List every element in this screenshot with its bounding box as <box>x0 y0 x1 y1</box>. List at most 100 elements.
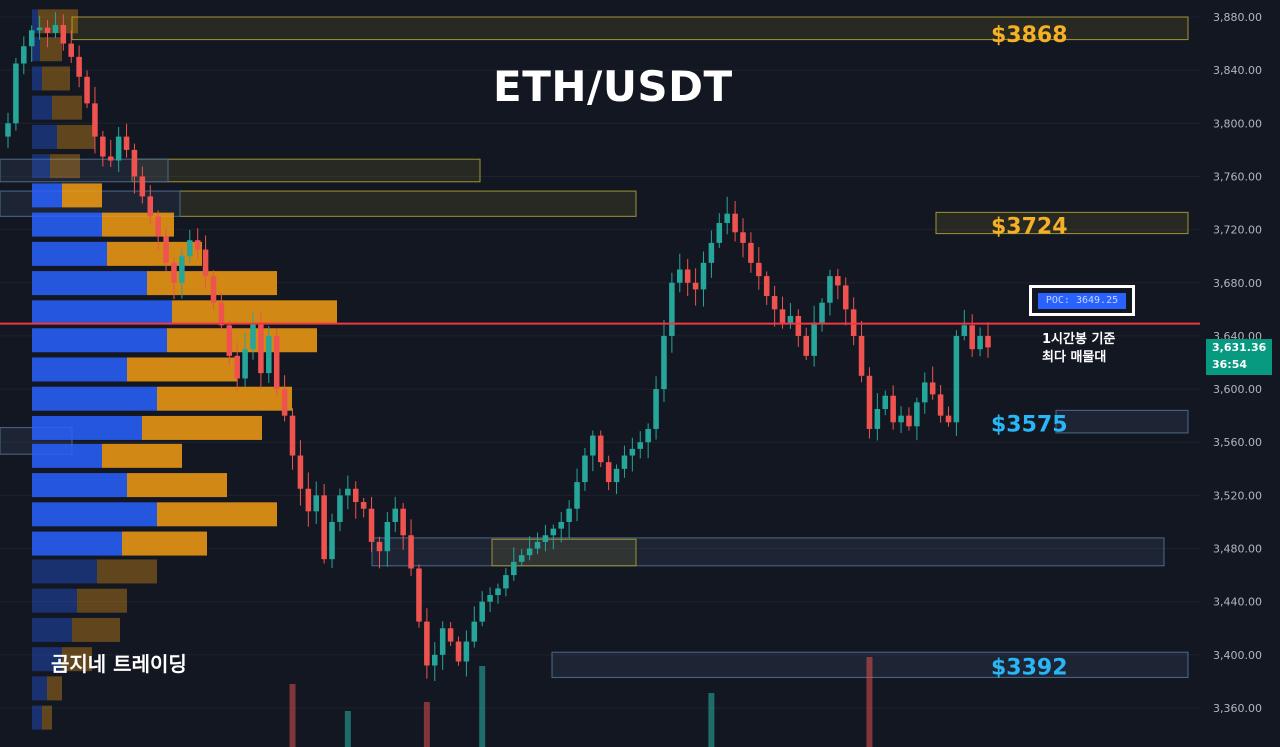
vp-up-bar <box>32 443 102 468</box>
vp-up-bar <box>32 386 157 411</box>
candle-down <box>360 502 367 509</box>
vp-down-bar <box>57 124 95 149</box>
candle-down <box>684 269 691 283</box>
candle-up <box>882 395 889 410</box>
candle-up <box>511 561 517 576</box>
candle-down <box>92 103 98 137</box>
candle-down <box>779 309 786 323</box>
candle-up <box>266 335 272 374</box>
candle-down <box>969 325 975 350</box>
vp-down-bar <box>47 676 62 701</box>
candle-down <box>408 535 414 569</box>
candle-up <box>534 541 541 549</box>
resistance-zone <box>935 211 1189 235</box>
candle-up <box>471 621 478 642</box>
candle-up <box>345 488 351 496</box>
candle-up <box>392 508 399 522</box>
candle-up <box>977 335 983 350</box>
axis-tick-label: 3,800.00 <box>1213 117 1262 130</box>
vp-up-bar <box>32 357 127 382</box>
candle-up <box>250 322 256 350</box>
axis-tick-label: 3,520.00 <box>1213 489 1262 502</box>
vp-down-bar <box>52 95 82 120</box>
vp-down-bar <box>40 37 62 62</box>
vp-up-bar <box>32 676 47 701</box>
vp-down-bar <box>77 588 127 613</box>
price-level-label: $3575 <box>991 412 1068 437</box>
candle-up <box>329 521 335 560</box>
candle-up <box>629 448 636 456</box>
candle-up <box>550 528 557 536</box>
vp-up-bar <box>32 705 42 730</box>
candle-down <box>84 76 90 104</box>
price-axis[interactable]: 3,880.00 3,840.00 3,800.00 3,760.00 3,720.00… <box>1213 11 1262 715</box>
candle-up <box>637 442 644 449</box>
candle-up <box>677 269 683 283</box>
poc-badge: POC: 3649.25 <box>1038 293 1126 309</box>
candle-up <box>28 30 35 47</box>
vp-up-bar <box>32 300 172 325</box>
candle-down <box>906 415 912 427</box>
candle-up <box>179 256 185 283</box>
candle-down <box>376 541 383 552</box>
support-zone <box>0 158 169 183</box>
candle-up <box>21 46 27 64</box>
current-price-tag: 3,631.36 36:54 <box>1206 339 1272 375</box>
candle-up <box>724 213 730 223</box>
volume-bar <box>423 702 430 747</box>
vp-up-bar <box>32 154 50 179</box>
level-labels: $3868 $3724 $3575 $3392 <box>991 23 1068 681</box>
candle-up <box>669 282 675 336</box>
vp-down-bar <box>62 183 102 208</box>
candle-down <box>147 196 154 217</box>
vp-down-bar <box>42 705 52 730</box>
candle-down <box>202 249 209 277</box>
candle-down <box>297 455 304 489</box>
vp-up-bar <box>32 617 72 642</box>
vp-up-bar <box>32 95 52 120</box>
axis-tick-label: 3,480.00 <box>1213 543 1262 556</box>
candle-down <box>692 282 699 290</box>
candle-down <box>771 296 778 310</box>
candle-up <box>590 435 596 456</box>
candle-down <box>60 24 67 44</box>
candle-up <box>384 521 391 552</box>
poc-note-line1: 1시간봉 기준 <box>1042 332 1116 347</box>
price-level-label: $3724 <box>991 214 1068 239</box>
vp-down-bar <box>102 443 182 468</box>
candle-up <box>953 335 960 423</box>
vp-down-bar <box>62 647 92 672</box>
candle-down <box>937 394 944 416</box>
vp-up-bar <box>32 473 127 498</box>
candle-down <box>68 43 74 57</box>
candle-up <box>653 389 659 429</box>
candle-down <box>321 495 327 560</box>
vp-up-bar <box>32 559 97 584</box>
watermark-text: 곰지네 트레이딩 <box>51 652 187 676</box>
candle-up <box>922 382 928 403</box>
vp-down-bar <box>157 502 277 527</box>
vp-up-bar <box>32 183 62 208</box>
candle-up <box>621 455 628 469</box>
axis-tick-label: 3,680.00 <box>1213 277 1262 290</box>
current-price-value: 3,631.36 <box>1212 341 1267 354</box>
vp-up-bar <box>32 241 107 266</box>
candle-down <box>107 156 114 161</box>
candle-down <box>123 136 130 150</box>
candle-up <box>566 508 572 522</box>
vp-down-bar <box>102 212 174 237</box>
vp-up-bar <box>32 415 142 440</box>
candle-down <box>740 232 746 243</box>
candle-up <box>574 482 580 509</box>
candle-up <box>542 535 549 542</box>
candle-down <box>131 149 138 177</box>
axis-tick-label: 3,720.00 <box>1213 224 1262 237</box>
poc-note-line2: 최다 매물대 <box>1042 350 1107 365</box>
candle-down <box>368 508 375 542</box>
vp-down-bar <box>122 531 207 556</box>
axis-tick-label: 3,440.00 <box>1213 596 1262 609</box>
poc-annotation: 1시간봉 기준 최다 매물대 <box>1042 331 1115 367</box>
vp-down-bar <box>142 415 262 440</box>
candle-up <box>898 415 904 423</box>
